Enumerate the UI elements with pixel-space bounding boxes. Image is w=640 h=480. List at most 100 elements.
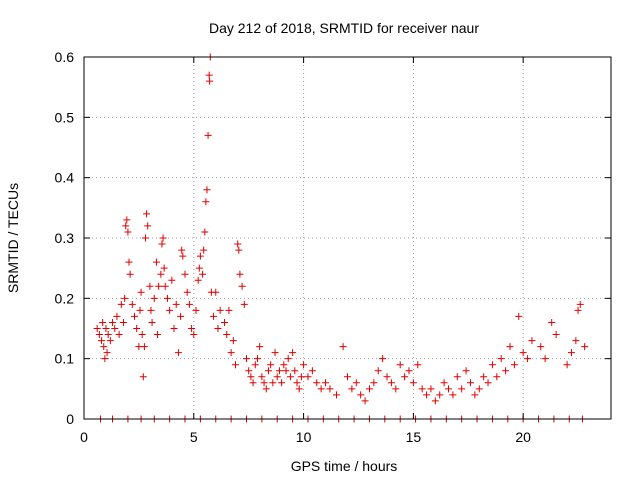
data-point bbox=[123, 216, 131, 224]
data-point bbox=[168, 276, 176, 284]
data-point bbox=[202, 198, 210, 206]
data-point bbox=[161, 282, 169, 290]
data-point bbox=[291, 367, 299, 375]
x-tick-label: 0 bbox=[80, 429, 88, 445]
data-point bbox=[251, 361, 259, 369]
data-point bbox=[249, 379, 257, 387]
data-point bbox=[572, 337, 580, 345]
data-point bbox=[449, 391, 457, 399]
data-point bbox=[361, 397, 369, 405]
data-point bbox=[136, 306, 144, 314]
data-point bbox=[326, 385, 334, 393]
data-point bbox=[177, 312, 185, 320]
data-point bbox=[238, 282, 246, 290]
data-point bbox=[155, 282, 163, 290]
data-point bbox=[133, 325, 141, 332]
data-point bbox=[195, 264, 203, 272]
data-point bbox=[141, 234, 149, 242]
data-point bbox=[440, 379, 448, 387]
data-point bbox=[100, 343, 108, 351]
y-tick-label: 0.1 bbox=[55, 351, 75, 367]
data-point bbox=[524, 355, 532, 363]
data-point bbox=[201, 228, 209, 236]
y-tick-label: 0.6 bbox=[55, 49, 75, 65]
data-point bbox=[143, 210, 151, 218]
data-point bbox=[405, 367, 413, 375]
data-point bbox=[409, 379, 417, 387]
data-point bbox=[178, 246, 186, 254]
data-point bbox=[357, 391, 365, 399]
data-point bbox=[365, 385, 373, 393]
data-point bbox=[414, 361, 422, 369]
data-point bbox=[401, 373, 409, 381]
x-tick-label: 5 bbox=[190, 429, 198, 445]
y-tick-label: 0.2 bbox=[55, 290, 75, 306]
data-point bbox=[150, 294, 158, 302]
data-point bbox=[212, 288, 220, 296]
data-point bbox=[471, 391, 479, 399]
data-point bbox=[128, 300, 136, 308]
data-point bbox=[131, 312, 139, 320]
data-point bbox=[462, 367, 470, 375]
data-point bbox=[423, 391, 431, 399]
data-point bbox=[581, 343, 589, 351]
data-point bbox=[99, 318, 107, 326]
data-point bbox=[484, 379, 492, 387]
data-point bbox=[383, 373, 391, 381]
data-point bbox=[158, 240, 166, 248]
axis-ticks bbox=[83, 56, 611, 420]
data-point bbox=[488, 361, 496, 369]
data-point bbox=[431, 397, 439, 405]
data-point bbox=[379, 355, 387, 363]
tick-labels: 0 5 10 15 20 0 0.1 0.2 0.3 0.4 0.5 0.6 bbox=[55, 49, 532, 445]
data-point bbox=[154, 331, 162, 339]
x-axis-label: GPS time / hours bbox=[291, 458, 398, 474]
data-point bbox=[205, 71, 213, 79]
data-point bbox=[121, 294, 129, 302]
data-point bbox=[552, 331, 560, 339]
data-point bbox=[293, 379, 301, 387]
data-point bbox=[348, 385, 356, 393]
data-point bbox=[104, 331, 112, 339]
data-point bbox=[506, 343, 514, 351]
data-point bbox=[214, 325, 222, 332]
data-point bbox=[181, 270, 189, 278]
data-point bbox=[313, 379, 321, 387]
data-point bbox=[466, 379, 474, 387]
data-point bbox=[204, 131, 212, 139]
data-point bbox=[138, 331, 146, 339]
x-tick-label: 10 bbox=[296, 429, 312, 445]
data-point bbox=[196, 252, 204, 260]
data-point bbox=[271, 349, 279, 357]
chart-title: Day 212 of 2018, SRMTID for receiver nau… bbox=[209, 20, 479, 36]
data-point bbox=[286, 373, 294, 381]
data-point bbox=[436, 391, 444, 399]
data-point bbox=[206, 77, 214, 85]
x-tick-label: 15 bbox=[406, 429, 422, 445]
data-point bbox=[260, 379, 268, 387]
data-point bbox=[124, 228, 132, 236]
data-point bbox=[537, 343, 545, 351]
data-point bbox=[223, 331, 231, 339]
data-point bbox=[185, 300, 193, 308]
data-point bbox=[194, 276, 202, 284]
data-point bbox=[192, 306, 200, 314]
data-point bbox=[374, 367, 382, 375]
y-tick-label: 0.5 bbox=[55, 109, 75, 125]
data-point bbox=[458, 385, 466, 393]
data-point bbox=[183, 288, 191, 296]
data-point bbox=[172, 300, 180, 308]
data-point bbox=[163, 294, 171, 302]
y-tick-label: 0.4 bbox=[55, 170, 75, 186]
data-point bbox=[297, 373, 305, 381]
data-point bbox=[234, 240, 242, 248]
grid bbox=[84, 57, 611, 419]
data-point bbox=[280, 361, 288, 369]
y-tick-label: 0.3 bbox=[55, 230, 75, 246]
data-point bbox=[344, 373, 351, 381]
data-point bbox=[322, 379, 330, 387]
data-point bbox=[273, 373, 281, 381]
data-point bbox=[502, 367, 510, 375]
data-point bbox=[308, 367, 316, 375]
